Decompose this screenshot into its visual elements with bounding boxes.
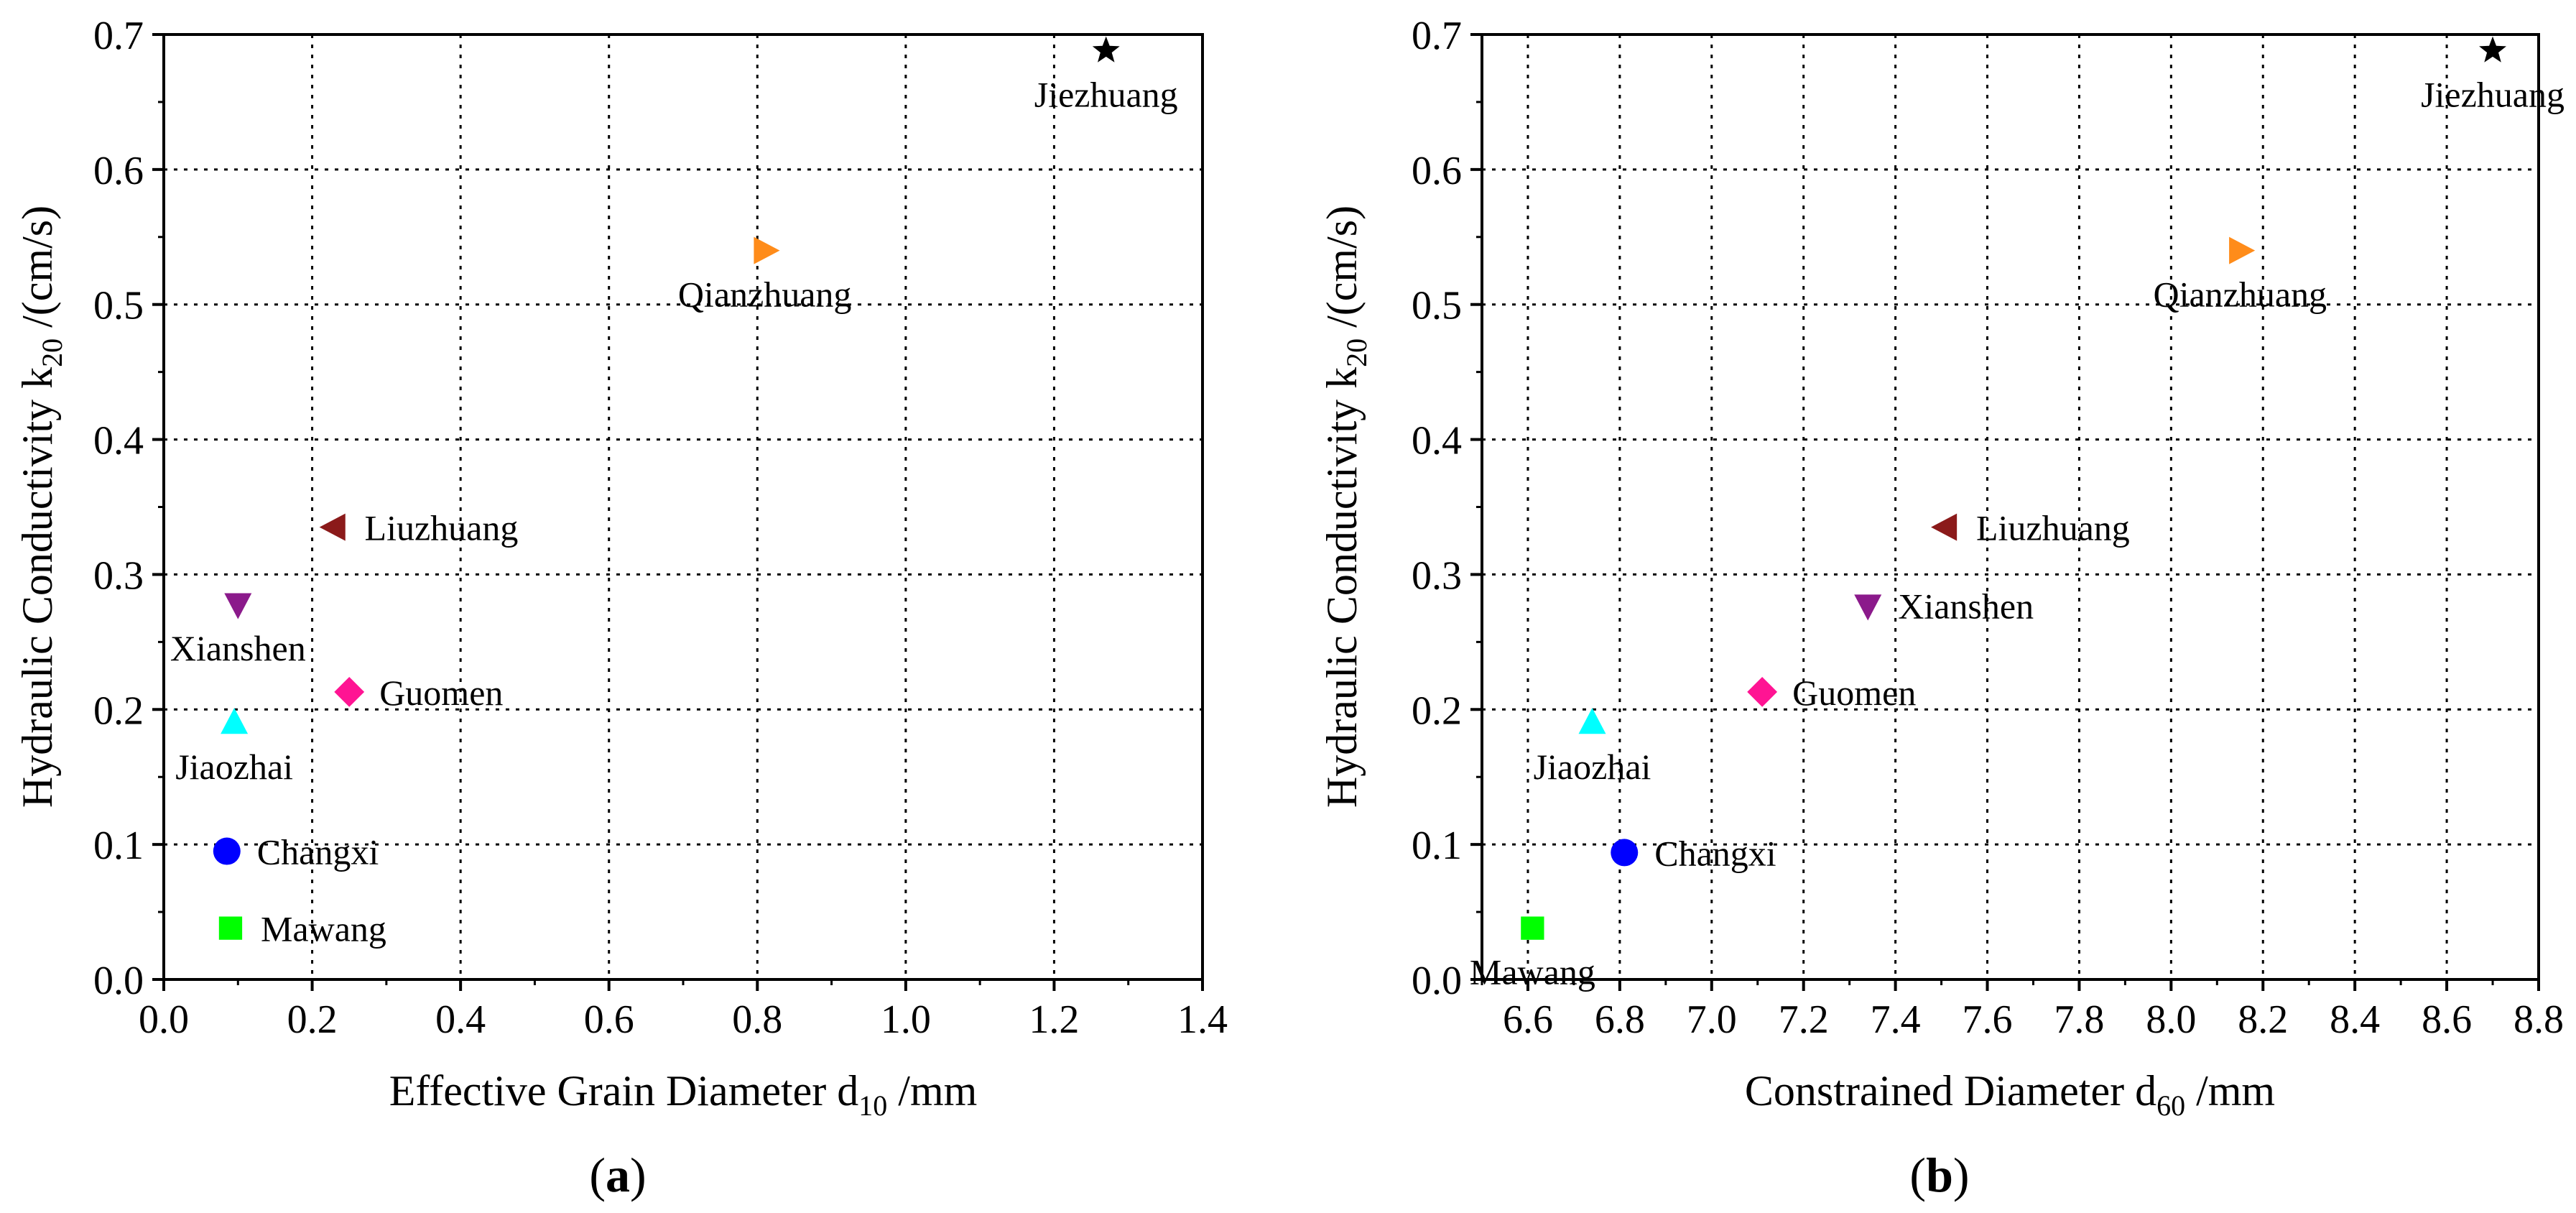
x-ticks-b: 6.6 6.8 7.0 7.2 7.4 7.6 7.8 8.0 8.2 8.4 8.6 8.8 [1481,979,2564,1042]
point-label-guomen-a: Guomen [379,673,503,713]
point-marker-xianshen-a [224,593,252,619]
y-tick-label-a-1: 0.1 [93,824,144,868]
point-label-changxi-b: Changxi [1654,833,1776,873]
y-tick-label-a-5: 0.5 [93,284,144,328]
y-tick-label-b-4: 0.4 [1412,419,1462,463]
x-tick-label-b-2: 7.0 [1687,997,1737,1042]
point-marker-mawang-b [1521,916,1544,940]
x-tick-label-b-8: 8.2 [2238,997,2288,1042]
point-marker-qianzhuang-b [2229,236,2256,264]
y-tick-label-b-2: 0.2 [1412,688,1462,733]
grid-b [1482,34,2539,979]
x-axis-label-a: Effective Grain Diameter d10 /mm [389,1067,978,1122]
x-tick-label-b-7: 8.0 [2146,997,2196,1042]
point-label-mawang-b: Mawang [1470,952,1595,992]
x-tick-label-b-1: 6.8 [1595,997,1645,1042]
y-tick-label-b-5: 0.5 [1412,284,1462,328]
x-tick-label-b-6: 7.8 [2054,997,2104,1042]
y-tick-label-b-6: 0.6 [1412,149,1462,193]
point-label-liuzhuang-a: Liuzhuang [365,508,519,548]
y-tick-label-a-2: 0.2 [93,688,144,733]
x-tick-label-b-5: 7.6 [1963,997,2013,1042]
x-tick-label-a-3: 0.6 [584,997,634,1042]
data-points-b: Jiezhuang Qianzhuang Liuzhuang Xianshen Guom… [1470,36,2565,992]
panel-label-b: (b) [1909,1148,1969,1202]
y-ticks-b: 0.0 0.1 0.2 0.3 0.4 0.5 0.6 0.7 [1412,14,1482,1003]
y-axis-label-a: Hydraulic Conductivity k20 /(cm/s) [14,206,68,808]
x-axis-label-b: Constrained Diameter d60 /mm [1745,1067,2275,1122]
data-points-a: Jiezhuang Qianzhuang Liuzhuang Xianshen Guom… [170,36,1178,949]
x-tick-label-b-9: 8.4 [2330,997,2380,1042]
x-tick-label-a-2: 0.4 [435,997,486,1042]
grid-a [164,34,1203,979]
point-marker-jiezhuang-b [2479,36,2506,63]
point-marker-xianshen-b [1854,594,1882,621]
x-tick-label-a-1: 0.2 [287,997,338,1042]
point-label-liuzhuang-b: Liuzhuang [1976,508,2130,548]
point-marker-changxi-a [213,837,241,865]
y-tick-label-b-0: 0.0 [1412,959,1462,1003]
y-tick-label-a-4: 0.4 [93,419,144,463]
x-tick-label-b-0: 6.6 [1503,997,1553,1042]
point-label-jiaozhai-a: Jiaozhai [175,747,293,787]
point-marker-jiaozhai-b [1578,708,1606,734]
point-label-qianzhuang-b: Qianzhuang [2153,275,2327,315]
x-tick-label-a-6: 1.2 [1029,997,1079,1042]
y-ticks-a: 0.0 0.1 0.2 0.3 0.4 0.5 0.6 0.7 [93,14,164,1003]
point-label-jiezhuang-b: Jiezhuang [2421,75,2565,115]
point-label-changxi-a: Changxi [257,832,379,872]
x-tick-label-a-0: 0.0 [139,997,189,1042]
y-tick-label-a-0: 0.0 [93,959,144,1003]
x-tick-label-a-4: 0.8 [732,997,782,1042]
point-marker-guomen-a [334,676,365,707]
y-tick-label-a-7: 0.7 [93,14,144,58]
x-tick-label-b-10: 8.6 [2422,997,2472,1042]
point-marker-liuzhuang-b [1931,513,1958,541]
point-marker-guomen-b [1747,676,1778,707]
x-tick-label-b-3: 7.2 [1779,997,1829,1042]
y-tick-label-a-6: 0.6 [93,149,144,193]
plot-frame-b [1481,33,2540,981]
point-label-jiaozhai-b: Jiaozhai [1534,747,1651,787]
point-label-mawang-a: Mawang [261,909,386,949]
point-marker-changxi-b [1611,839,1639,867]
x-tick-label-b-4: 7.4 [1871,997,1921,1042]
panel-label-a: (a) [589,1148,646,1202]
point-marker-liuzhuang-a [319,513,346,541]
point-label-jiezhuang-a: Jiezhuang [1034,75,1178,115]
point-label-xianshen-a: Xianshen [170,628,306,668]
point-label-qianzhuang-a: Qianzhuang [678,275,852,315]
y-tick-label-a-3: 0.3 [93,553,144,598]
y-tick-label-b-7: 0.7 [1412,14,1462,58]
x-tick-label-a-5: 1.0 [881,997,931,1042]
point-marker-mawang-a [218,916,243,940]
chart-panel-a: 0.0 0.2 0.4 0.6 0.8 1.0 1.2 1.4 0.0 0.1 0.2 0.3 0.4… [14,14,1228,1202]
y-tick-label-b-3: 0.3 [1412,553,1462,598]
y-axis-label-b: Hydraulic Conductivity k20 /(cm/s) [1318,206,1373,808]
chart-panel-b: 6.6 6.8 7.0 7.2 7.4 7.6 7.8 8.0 8.2 8.4 8.6 8.8 0.0… [1318,14,2565,1202]
x-ticks-a: 0.0 0.2 0.4 0.6 0.8 1.0 1.2 1.4 [139,979,1228,1042]
point-marker-jiaozhai-a [221,708,249,734]
point-marker-jiezhuang-a [1092,36,1120,63]
point-label-guomen-b: Guomen [1792,673,1916,713]
point-label-xianshen-b: Xianshen [1898,586,2034,627]
y-tick-label-b-1: 0.1 [1412,824,1462,868]
x-tick-label-a-7: 1.4 [1177,997,1228,1042]
x-tick-label-b-11: 8.8 [2514,997,2564,1042]
point-marker-qianzhuang-a [754,236,780,264]
